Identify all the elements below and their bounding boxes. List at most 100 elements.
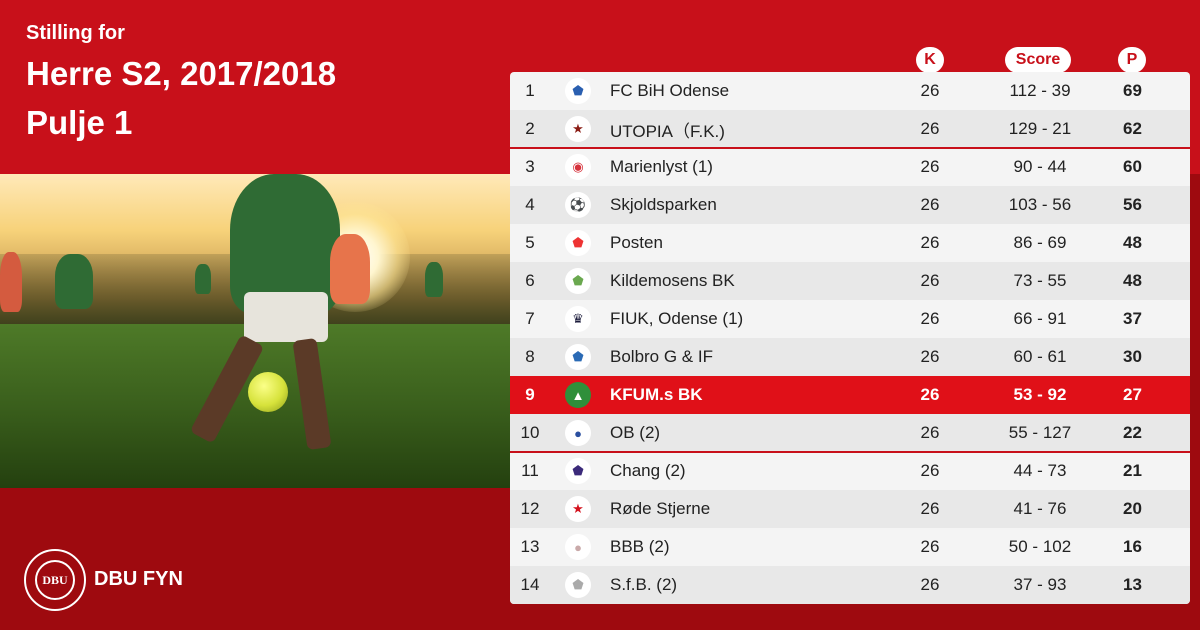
- team-points: 13: [1123, 575, 1142, 594]
- dbu-logo-inner: DBU: [35, 560, 75, 600]
- table-divider: [510, 451, 1190, 453]
- table-divider: [510, 147, 1190, 149]
- matches-played: 26: [920, 575, 940, 594]
- shield-icon: ⬟: [565, 344, 591, 370]
- shield-icon: ⬟: [565, 78, 591, 104]
- football-photo: [0, 174, 510, 488]
- row-position: 5: [525, 233, 535, 252]
- goal-score: 73 - 55: [1013, 271, 1067, 290]
- row-position: 11: [521, 461, 539, 480]
- matches-played: 26: [920, 423, 940, 442]
- team-points: 20: [1123, 499, 1142, 518]
- table-row: 2 ★ UTOPIA（F.K.) 26 129 - 21 62: [510, 110, 1190, 148]
- circle-icon: ●: [565, 420, 591, 446]
- badge-icon: ◉: [565, 154, 591, 180]
- team-name: Kildemosens BK: [610, 271, 735, 290]
- team-points: 69: [1123, 81, 1142, 100]
- table-row: 7 ♛ FIUK, Odense (1) 26 66 - 91 37: [510, 300, 1190, 338]
- team-points: 27: [1123, 385, 1142, 404]
- row-position: 6: [525, 271, 535, 290]
- goal-score: 86 - 69: [1013, 233, 1067, 252]
- team-points: 62: [1123, 119, 1142, 138]
- circle-icon: ●: [565, 534, 591, 560]
- team-points: 21: [1123, 461, 1142, 480]
- matches-played: 26: [920, 347, 940, 366]
- team-name: FIUK, Odense (1): [610, 309, 744, 328]
- ball-icon: ⚽: [565, 192, 591, 218]
- matches-played: 26: [920, 271, 940, 290]
- photo-player-main: [230, 174, 340, 314]
- matches-played: 26: [920, 461, 940, 480]
- matches-played: 26: [920, 119, 940, 138]
- team-points: 48: [1123, 271, 1142, 290]
- table-row: 9 ▲ KFUM.s BK 26 53 - 92 27: [510, 376, 1190, 414]
- team-points: 22: [1123, 423, 1142, 442]
- team-name: BBB (2): [610, 537, 670, 556]
- row-position: 14: [520, 575, 540, 594]
- table-row: 11 ⬟ Chang (2) 26 44 - 73 21: [510, 452, 1190, 490]
- crown-icon: ♛: [565, 306, 591, 332]
- header: Stilling for Herre S2, 2017/2018 Pulje 1: [26, 22, 336, 139]
- team-points: 16: [1123, 537, 1142, 556]
- shield-icon: ⬟: [565, 572, 591, 598]
- goal-score: 129 - 21: [1008, 119, 1072, 138]
- matches-played: 26: [920, 195, 940, 214]
- goal-score: 55 - 127: [1008, 423, 1072, 442]
- table-row: 10 ● OB (2) 26 55 - 127 22: [510, 414, 1190, 452]
- shield-icon: ⬟: [565, 458, 591, 484]
- star-icon: ★: [565, 116, 591, 142]
- column-header-points: P: [1118, 47, 1146, 73]
- dbu-logo: DBU: [24, 549, 86, 611]
- table-row: 4 ⚽ Skjoldsparken 26 103 - 56 56: [510, 186, 1190, 224]
- team-name: KFUM.s BK: [610, 385, 703, 404]
- triangle-icon: ▲: [565, 382, 591, 408]
- matches-played: 26: [920, 499, 940, 518]
- team-name: FC BiH Odense: [610, 81, 730, 100]
- team-points: 60: [1123, 157, 1142, 176]
- row-position: 12: [520, 499, 540, 518]
- row-position: 10: [520, 423, 540, 442]
- row-position: 3: [525, 157, 535, 176]
- team-name: Skjoldsparken: [610, 195, 717, 214]
- table-row: 12 ★ Røde Stjerne 26 41 - 76 20: [510, 490, 1190, 528]
- matches-played: 26: [920, 233, 940, 252]
- table-row: 13 ● BBB (2) 26 50 - 102 16: [510, 528, 1190, 566]
- goal-score: 41 - 76: [1013, 499, 1067, 518]
- matches-played: 26: [920, 309, 940, 328]
- matches-played: 26: [920, 385, 940, 404]
- row-position: 13: [520, 537, 540, 556]
- goal-score: 60 - 61: [1013, 347, 1067, 366]
- matches-played: 26: [920, 537, 940, 556]
- column-header-score: Score: [1005, 47, 1071, 73]
- table-row: 8 ⬟ Bolbro G & IF 26 60 - 61 30: [510, 338, 1190, 376]
- goal-score: 90 - 44: [1013, 157, 1067, 176]
- shield-icon: ⬟: [565, 268, 591, 294]
- star-icon: ★: [565, 496, 591, 522]
- matches-played: 26: [920, 157, 940, 176]
- shield-icon: ⬟: [565, 230, 591, 256]
- row-position: 9: [525, 385, 535, 404]
- page-title: Herre S2, 2017/2018: [26, 55, 337, 92]
- team-points: 48: [1123, 233, 1142, 252]
- pre-title: Stilling for: [26, 22, 125, 44]
- brand-name: DBU FYN: [94, 568, 183, 590]
- row-position: 1: [525, 81, 535, 100]
- photo-player-edge: [0, 252, 22, 312]
- photo-ball: [248, 372, 288, 412]
- row-position: 4: [525, 195, 535, 214]
- team-name: Røde Stjerne: [610, 499, 711, 518]
- goal-score: 37 - 93: [1013, 575, 1067, 594]
- table-row: 5 ⬟ Posten 26 86 - 69 48: [510, 224, 1190, 262]
- row-position: 2: [525, 119, 535, 138]
- team-points: 30: [1123, 347, 1142, 366]
- matches-played: 26: [920, 81, 940, 100]
- team-name: OB (2): [610, 423, 661, 442]
- goal-score: 66 - 91: [1013, 309, 1067, 328]
- column-header-k: K: [916, 47, 944, 73]
- team-name: Chang (2): [610, 461, 686, 480]
- goal-score: 53 - 92: [1013, 385, 1067, 404]
- team-name: Marienlyst (1): [610, 157, 713, 176]
- table-row: 14 ⬟ S.f.B. (2) 26 37 - 93 13: [510, 566, 1190, 604]
- row-position: 7: [525, 309, 535, 328]
- photo-player-orange: [330, 234, 370, 304]
